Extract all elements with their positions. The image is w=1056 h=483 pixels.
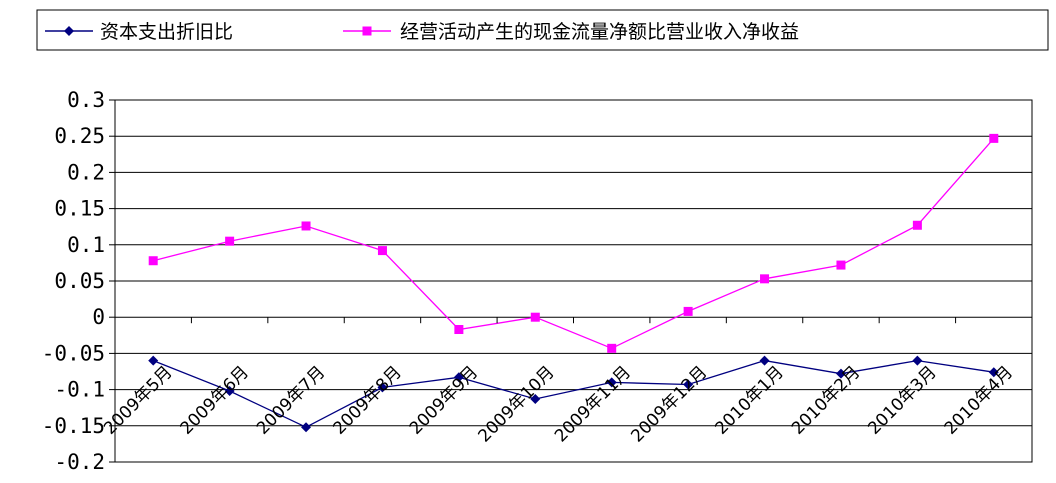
- legend-label: 经营活动产生的现金流量净额比营业收入净收益: [400, 21, 799, 43]
- data-point: [301, 422, 312, 433]
- y-tick-label: 0.05: [54, 269, 105, 293]
- data-point: [148, 355, 159, 366]
- data-point: [836, 260, 846, 270]
- data-point: [683, 306, 693, 316]
- data-point: [301, 221, 311, 231]
- x-tick-label: 2010年4月: [941, 362, 1017, 438]
- data-point: [224, 386, 235, 397]
- legend-box: [36, 9, 1049, 51]
- data-point: [377, 382, 388, 393]
- data-point: [988, 367, 999, 378]
- data-point: [454, 325, 464, 335]
- x-tick-label: 2009年5月: [100, 362, 176, 438]
- data-point: [607, 343, 617, 353]
- data-point: [989, 133, 999, 143]
- y-tick-label: -0.2: [54, 450, 105, 474]
- data-point: [530, 394, 541, 405]
- x-tick-label: 2009年8月: [329, 362, 405, 438]
- x-tick-label: 2009年10月: [475, 362, 559, 446]
- legend: 资本支出折旧比 经营活动产生的现金流量净额比营业收入净收益: [36, 9, 1049, 51]
- y-tick-label: -0.15: [42, 414, 105, 438]
- y-tick-label: -0.1: [54, 378, 105, 402]
- legend-label: 资本支出折旧比: [100, 21, 233, 43]
- series-2: [148, 133, 999, 353]
- legend-item: 资本支出折旧比: [45, 21, 233, 43]
- x-tick-label: 2009年11月: [551, 362, 635, 446]
- y-tick-label: 0: [92, 305, 105, 329]
- data-point: [148, 256, 158, 266]
- x-axis: 2009年5月 2009年6月 2009年7月 2009年8月 2009年9月2009年…: [100, 317, 1033, 446]
- x-tick-label: 2009年9月: [406, 362, 482, 438]
- legend-marker: [362, 26, 372, 36]
- data-point: [530, 312, 540, 322]
- x-tick-label: 2010年2月: [788, 362, 864, 438]
- y-tick-label: -0.05: [42, 341, 105, 365]
- y-axis: -0.2 -0.15 -0.1 -0.05 0 0.05 0.1 0.15 0.2 0.25 0.3: [42, 88, 115, 474]
- series-line: [153, 137, 995, 350]
- data-point: [683, 379, 694, 390]
- data-point: [225, 236, 235, 246]
- y-tick-label: 0.1: [67, 233, 105, 257]
- x-tick-label: 2009年12月: [627, 362, 711, 446]
- y-tick-label: 0.3: [67, 88, 105, 112]
- y-tick-label: 0.2: [67, 160, 105, 184]
- data-point: [912, 355, 923, 366]
- data-point: [377, 246, 387, 256]
- data-point: [606, 377, 617, 388]
- x-tick-label: 2009年7月: [253, 362, 329, 438]
- y-tick-label: 0.15: [54, 197, 105, 221]
- data-point: [912, 220, 922, 230]
- series-line: [152, 359, 994, 428]
- y-tick-label: 0.25: [54, 124, 105, 148]
- data-point: [759, 355, 770, 366]
- legend-item: 经营活动产生的现金流量净额比营业收入净收益: [343, 21, 799, 43]
- x-tick-label: 2010年3月: [864, 362, 940, 438]
- data-point: [835, 368, 846, 379]
- data-point: [453, 372, 464, 383]
- data-point: [760, 274, 770, 284]
- legend-marker: [64, 26, 74, 36]
- series-1: [148, 355, 999, 433]
